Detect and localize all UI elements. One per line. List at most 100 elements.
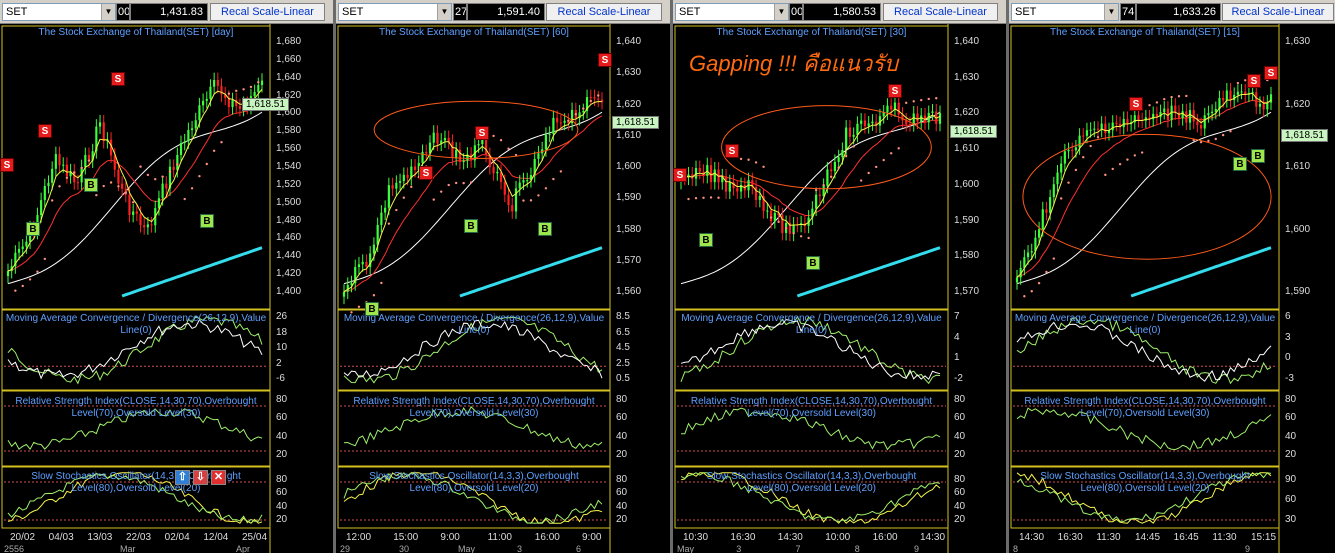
- candle-body: [781, 215, 784, 233]
- candle-body: [139, 213, 142, 226]
- sto-axis-tick: 30: [1285, 514, 1297, 525]
- recal-scale-button[interactable]: Recal Scale-Linear: [883, 3, 998, 21]
- macd-axis-tick: 8.5: [616, 311, 630, 322]
- chart-panel-4[interactable]: SET ▼ 74 1,633.26 Recal Scale-Linear The Stoc…: [1009, 0, 1335, 553]
- candle-body: [187, 130, 190, 142]
- candle-body: [826, 169, 829, 186]
- candle-body: [728, 182, 731, 192]
- sar-dot: [582, 107, 585, 110]
- candle-body: [544, 134, 548, 150]
- candle-body: [1166, 108, 1170, 121]
- candle-body: [194, 120, 197, 129]
- symbol-select[interactable]: SET ▼: [2, 3, 116, 21]
- candle-body: [736, 188, 739, 192]
- candle-body: [421, 151, 424, 163]
- chart-panel-1[interactable]: SET ▼ 00 1,431.83 Recal Scale-Linear The Stoc…: [0, 0, 333, 553]
- candle-body: [354, 267, 357, 284]
- price-axis-tick: 1,640: [954, 36, 980, 47]
- candle-body: [533, 158, 536, 176]
- price-pane-title: The Stock Exchange of Thailand(SET) [day…: [38, 27, 234, 38]
- sto-axis-tick: 40: [954, 500, 966, 512]
- sell-signal-marker: S: [673, 168, 687, 182]
- chevron-down-icon[interactable]: ▼: [774, 4, 788, 20]
- recal-scale-button[interactable]: Recal Scale-Linear: [210, 3, 325, 21]
- symbol-select[interactable]: SET ▼: [1011, 3, 1119, 21]
- candle-body: [1148, 117, 1151, 120]
- last-price-tag: 1,618.51: [612, 116, 659, 129]
- price-axis-tick: 1,400: [276, 286, 302, 297]
- rsi-line: [343, 405, 603, 450]
- candle-body: [537, 153, 540, 159]
- price-axis-tick: 1,660: [276, 53, 302, 65]
- move-up-icon[interactable]: ⇧: [175, 470, 190, 485]
- panel-divider[interactable]: [670, 0, 673, 553]
- chart-panel-3[interactable]: SET ▼ 00 1,580.53 Recal Scale-Linear The Stoc…: [673, 0, 1006, 553]
- date-axis-tick: 9:00: [440, 532, 460, 543]
- candle-body: [117, 169, 120, 184]
- sar-dot: [717, 196, 720, 199]
- volume-trend-line: [1130, 246, 1272, 298]
- panel-divider[interactable]: [333, 0, 336, 553]
- candle-body: [758, 196, 761, 200]
- price-axis-tick: 1,420: [276, 268, 302, 280]
- period-axis-tick: 3: [517, 544, 523, 553]
- chart-canvas[interactable]: [1009, 0, 1335, 553]
- rsi-axis-tick: 40: [276, 430, 288, 442]
- candle-body: [563, 120, 566, 123]
- rsi-axis-tick: 80: [1285, 394, 1297, 405]
- price-axis-tick: 1,610: [1285, 161, 1311, 172]
- candle-body: [522, 180, 525, 183]
- candle-body: [585, 97, 589, 112]
- date-axis-tick: 15:00: [393, 532, 419, 543]
- candle-body: [477, 144, 480, 146]
- chart-canvas[interactable]: [0, 0, 333, 553]
- candle-body: [440, 140, 443, 144]
- chart-panel-2[interactable]: SET ▼ 27 1,591.40 Recal Scale-Linear The Stoc…: [336, 0, 670, 553]
- candle-body: [1174, 105, 1177, 113]
- macd-signal-line: [1016, 321, 1272, 382]
- candle-body: [413, 166, 417, 171]
- sar-dot: [1052, 257, 1056, 260]
- chevron-down-icon[interactable]: ▼: [437, 4, 451, 20]
- rsi-axis-tick: 60: [954, 412, 966, 424]
- recal-scale-button[interactable]: Recal Scale-Linear: [546, 3, 662, 21]
- sar-dot: [912, 100, 915, 103]
- sar-dot: [28, 278, 32, 281]
- candle-body: [488, 155, 491, 168]
- candle-body: [912, 113, 915, 125]
- move-down-icon[interactable]: ⇩: [193, 470, 208, 485]
- sar-dot: [1104, 173, 1107, 177]
- sar-dot: [1045, 270, 1048, 274]
- chart-canvas[interactable]: [673, 0, 1006, 553]
- last-price-tag: 1,618.51: [950, 125, 997, 138]
- candle-body: [361, 261, 364, 265]
- candle-body: [1229, 90, 1232, 101]
- chart-canvas[interactable]: [336, 0, 670, 553]
- candle-body: [165, 183, 168, 189]
- sar-dot: [402, 196, 406, 199]
- candle-body: [920, 115, 923, 122]
- sto-axis-tick: 60: [1285, 494, 1297, 505]
- candle-body: [1163, 108, 1166, 113]
- price-axis-tick: 1,590: [616, 192, 642, 204]
- chevron-down-icon[interactable]: ▼: [101, 4, 115, 20]
- sar-dot: [257, 81, 260, 84]
- panel-divider[interactable]: [1006, 0, 1009, 553]
- candle-body: [1126, 118, 1129, 125]
- candle-body: [369, 253, 372, 267]
- symbol-select[interactable]: SET ▼: [338, 3, 452, 21]
- sto-title: Slow Stochastics Oscillator(14,3,3),Over…: [706, 471, 917, 494]
- candle-body: [443, 137, 447, 141]
- symbol-select[interactable]: SET ▼: [675, 3, 789, 21]
- candle-body: [1100, 123, 1103, 130]
- price-axis-tick: 1,600: [954, 178, 980, 190]
- close-icon[interactable]: ✕: [211, 470, 226, 485]
- candle-body: [1211, 111, 1214, 114]
- sto-axis-tick: 80: [616, 474, 628, 485]
- sar-dot: [769, 216, 773, 219]
- chevron-down-icon[interactable]: ▼: [1104, 4, 1118, 20]
- sar-dot: [447, 183, 450, 187]
- recal-scale-button[interactable]: Recal Scale-Linear: [1222, 3, 1334, 21]
- candle-body: [1196, 121, 1199, 125]
- candle-body: [43, 186, 46, 201]
